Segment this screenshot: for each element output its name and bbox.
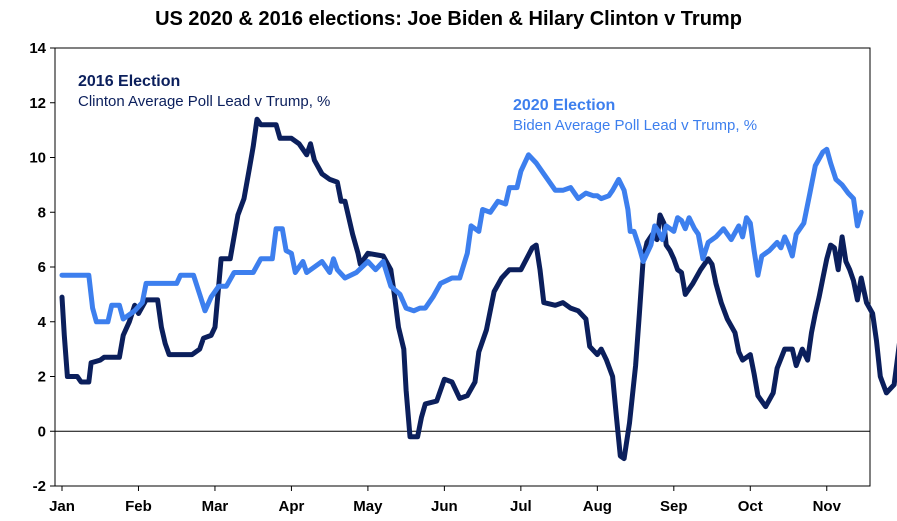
y-tick-label: 4 [38, 314, 47, 331]
x-tick-label: Feb [125, 498, 152, 515]
x-tick-label: Apr [279, 498, 305, 515]
y-tick-label: -2 [33, 478, 46, 495]
chart-title: US 2020 & 2016 elections: Joe Biden & Hi… [155, 8, 742, 30]
annotation-2016-title: 2016 Election [78, 73, 180, 90]
x-tick-label: Oct [738, 498, 763, 515]
x-tick-label: Mar [202, 498, 229, 515]
x-tick-label: Jun [431, 498, 458, 515]
y-axis: -2 0 2 4 6 8 10 12 14 [29, 40, 55, 495]
x-tick-label: Sep [660, 498, 688, 515]
annotation-2016-text: Clinton Average Poll Lead v Trump, % [78, 93, 330, 110]
x-tick-label: Nov [813, 498, 842, 515]
y-tick-label: 10 [29, 150, 46, 167]
x-tick-label: Aug [583, 498, 612, 515]
y-tick-label: 0 [38, 423, 46, 440]
series-line-0 [59, 116, 897, 462]
y-tick-label: 12 [29, 95, 46, 112]
annotation-2020-text: Biden Average Poll Lead v Trump, % [513, 117, 757, 134]
x-tick-label: Jan [49, 498, 75, 515]
annotation-2020-title: 2020 Election [513, 97, 615, 114]
y-tick-label: 6 [38, 259, 46, 276]
x-tick-label: May [353, 498, 383, 515]
y-tick-label: 2 [38, 369, 46, 386]
y-tick-label: 8 [38, 204, 46, 221]
series-layer [59, 116, 897, 462]
series-line-1 [59, 146, 864, 325]
x-axis: Jan Feb Mar Apr May Jun Jul Aug Sep Oct Nov [49, 486, 842, 515]
x-tick-label: Jul [510, 498, 532, 515]
y-tick-label: 14 [29, 40, 46, 57]
